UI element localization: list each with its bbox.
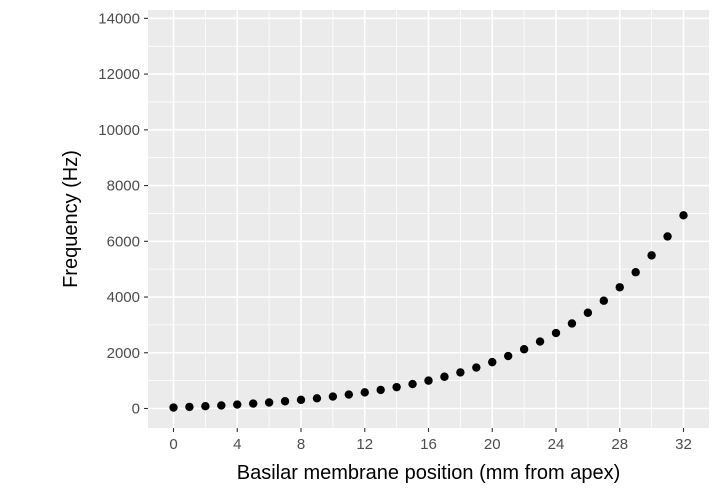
data-point <box>217 401 226 410</box>
data-point <box>663 232 672 241</box>
data-point <box>599 296 609 305</box>
data-point <box>488 357 497 367</box>
x-tick-label: 24 <box>548 436 565 453</box>
data-point <box>440 372 449 381</box>
data-points <box>169 211 688 412</box>
y-axis-title: Frequency (Hz) <box>60 150 82 288</box>
data-point <box>169 403 178 412</box>
data-point <box>312 394 322 403</box>
y-tick-label: 12000 <box>98 66 140 83</box>
x-tick-label: 28 <box>611 436 628 453</box>
y-tick-label: 2000 <box>107 345 140 362</box>
x-tick-label: 20 <box>484 436 501 453</box>
x-tick-label: 32 <box>675 436 692 453</box>
data-point <box>567 319 577 328</box>
major-gridlines <box>148 10 709 428</box>
x-tick-label: 8 <box>297 436 305 453</box>
data-point <box>631 268 640 277</box>
y-tick-label: 10000 <box>98 122 140 139</box>
x-tick-label: 16 <box>420 436 437 453</box>
y-axis-ticks: 0 2000 4000 6000 8000 10000 12000 14000 <box>98 10 148 417</box>
data-point <box>328 392 338 401</box>
x-axis-title: Basilar membrane position (mm from apex) <box>237 462 620 484</box>
data-point <box>679 211 688 220</box>
data-point <box>280 397 290 406</box>
data-point <box>456 368 465 377</box>
x-tick-label: 0 <box>169 436 177 453</box>
data-point <box>551 328 561 338</box>
data-point <box>296 395 306 405</box>
data-point <box>248 399 258 408</box>
data-point <box>360 388 369 397</box>
y-tick-label: 6000 <box>107 233 140 250</box>
y-tick-label: 0 <box>132 400 140 417</box>
x-tick-label: 4 <box>233 436 241 453</box>
y-tick-label: 8000 <box>107 178 140 195</box>
data-point <box>615 283 624 292</box>
x-tick-label: 12 <box>356 436 373 453</box>
data-point <box>264 398 274 407</box>
data-point <box>344 390 354 399</box>
data-point <box>535 337 545 346</box>
data-point <box>376 385 385 395</box>
data-point <box>647 251 656 260</box>
data-point <box>408 379 417 389</box>
data-point <box>185 402 194 412</box>
data-point <box>233 400 242 409</box>
data-point <box>472 363 481 372</box>
data-point <box>583 308 593 317</box>
y-tick-label: 14000 <box>98 10 140 27</box>
data-point <box>201 402 210 411</box>
data-point <box>519 345 529 354</box>
data-point <box>392 382 401 392</box>
data-point <box>424 376 433 385</box>
data-point <box>503 351 513 361</box>
y-tick-label: 4000 <box>107 289 140 306</box>
x-axis-ticks: 0 4 8 12 16 20 24 28 32 <box>169 428 692 453</box>
